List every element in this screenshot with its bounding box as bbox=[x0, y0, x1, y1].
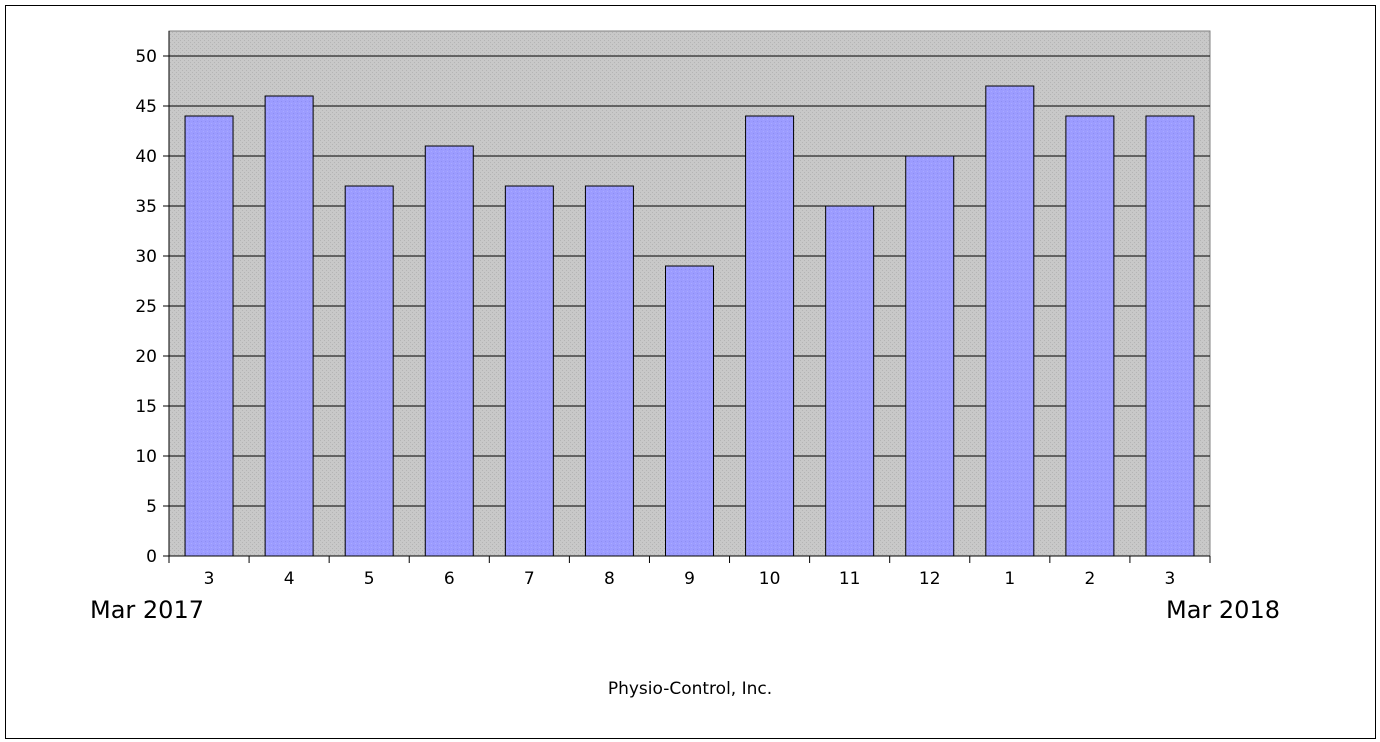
x-tick-label: 2 bbox=[1084, 569, 1095, 589]
x-tick-label: 4 bbox=[284, 569, 295, 589]
x-tick-labels: 3 4 5 6 7 8 9 10 11 12 1 2 3 bbox=[204, 569, 1176, 589]
x-tick-label: 10 bbox=[759, 569, 781, 589]
x-tick-label: 12 bbox=[919, 569, 941, 589]
x-tick-label: 5 bbox=[364, 569, 375, 589]
axes bbox=[163, 31, 1211, 563]
range-start-label: Mar 2017 bbox=[90, 596, 204, 624]
y-tick-label: 15 bbox=[135, 397, 157, 417]
x-tick-label: 3 bbox=[204, 569, 215, 589]
y-tick-label: 30 bbox=[135, 247, 157, 267]
bar bbox=[1065, 115, 1115, 557]
bar bbox=[264, 95, 314, 557]
bar bbox=[825, 205, 875, 557]
bar bbox=[504, 185, 554, 557]
range-end-label: Mar 2018 bbox=[1166, 596, 1280, 624]
x-tick-label: 7 bbox=[524, 569, 535, 589]
y-tick-label: 50 bbox=[135, 47, 157, 67]
x-tick-label: 11 bbox=[839, 569, 861, 589]
y-tick-label: 5 bbox=[146, 497, 157, 517]
x-tick-label: 9 bbox=[684, 569, 695, 589]
bar bbox=[745, 115, 795, 557]
y-tick-label: 0 bbox=[146, 547, 157, 567]
bar bbox=[184, 115, 234, 557]
y-tick-label: 35 bbox=[135, 197, 157, 217]
bar bbox=[424, 145, 474, 557]
y-tick-label: 45 bbox=[135, 97, 157, 117]
bar bbox=[985, 85, 1035, 557]
bar bbox=[584, 185, 634, 557]
y-tick-label: 25 bbox=[135, 297, 157, 317]
company-caption: Physio-Control, Inc. bbox=[607, 679, 773, 699]
bar bbox=[1145, 115, 1195, 557]
bar bbox=[665, 265, 714, 557]
y-tick-label: 10 bbox=[135, 447, 157, 467]
bar bbox=[905, 155, 955, 557]
y-tick-label: 20 bbox=[135, 347, 157, 367]
x-tick-label: 1 bbox=[1004, 569, 1015, 589]
x-tick-label: 8 bbox=[604, 569, 615, 589]
bar bbox=[344, 185, 394, 557]
y-tick-label: 40 bbox=[135, 147, 157, 167]
x-tick-label: 3 bbox=[1165, 569, 1176, 589]
x-tick-label: 6 bbox=[444, 569, 455, 589]
y-tick-labels: 0 5 10 15 20 25 30 35 40 45 50 bbox=[135, 47, 157, 567]
